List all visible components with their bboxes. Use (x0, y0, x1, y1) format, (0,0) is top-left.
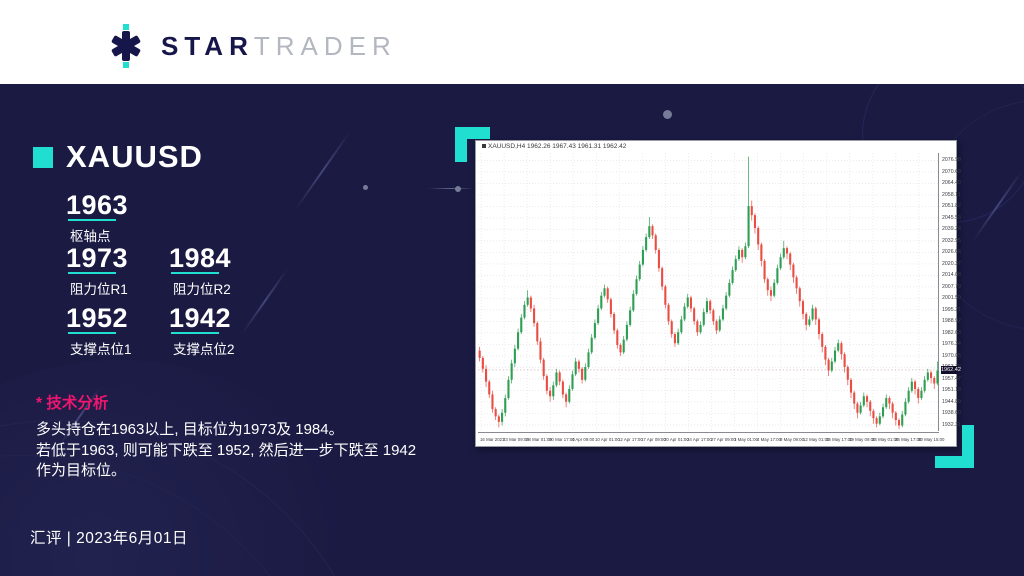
corner-bracket-top-left (455, 127, 490, 162)
corner-bracket-bottom-right (935, 425, 974, 468)
price-tick-label: 1970.05 (942, 353, 961, 359)
time-tick-label: 16 Mar 2023 (480, 437, 505, 442)
price-tick-label: 2007.79 (942, 284, 961, 290)
price-tick-label: 2051.82 (942, 203, 961, 210)
candlestick-plot (478, 153, 939, 431)
time-tick-label: 9 May 09:00 (779, 437, 804, 442)
stat-value: 1973 (66, 243, 129, 273)
stat-value: 1952 (66, 303, 129, 333)
footer-date: 汇评 | 2023年6月01日 (30, 530, 188, 547)
price-tick-label: 2045.53 (942, 215, 961, 221)
chart-ohlc-title: XAUUSD,H4 1962.26 1967.43 1961.31 1962.4… (482, 143, 626, 150)
title-accent-square (33, 146, 53, 168)
stat-value: 1963 (66, 190, 129, 220)
analysis-heading: * 技术分析 (36, 395, 109, 412)
price-tick-label: 2001.50 (942, 295, 961, 302)
time-tick-label: 17 Apr 09:00 (641, 437, 667, 442)
stat-pivot: 1963 枢轴点 (66, 190, 129, 245)
price-tick-label: 1944.89 (942, 399, 961, 405)
brand-wordmark: STARTRADER (161, 24, 397, 68)
analysis-line: 多头持仓在1963以上, 目标位为1973及 1984。 (36, 421, 344, 438)
price-tick-label: 1957.47 (942, 376, 961, 382)
time-tick-label: 30 May 15:00 (917, 437, 945, 442)
time-tick-label: 26 May 17:00 (894, 437, 922, 442)
price-tick-label: 2032.95 (942, 238, 961, 244)
chart-symbol-marker-icon (482, 144, 486, 148)
decor-streak-2 (241, 267, 289, 335)
time-tick-label: 24 May 01:00 (871, 437, 899, 442)
price-tick-label: 2039.24 (942, 226, 961, 233)
page-title: XAUUSD (66, 139, 203, 174)
brand-trader-text: TRADER (253, 31, 397, 61)
stat-underline (171, 332, 219, 334)
candlestick-svg (478, 153, 939, 431)
stat-support-2: 1942 支撑点位2 (169, 303, 235, 358)
stat-label: 阻力位R2 (173, 282, 231, 297)
brand-logo: STARTRADER (103, 22, 397, 70)
price-tick-label: 2070.69 (942, 168, 961, 175)
price-tick-label: 2058.11 (942, 192, 961, 198)
price-tick-label: 1988.92 (942, 318, 961, 325)
time-tick-label: 27 Apr 09:00 (710, 437, 736, 442)
stat-underline (171, 272, 219, 274)
time-tick-label: 4 Apr 09:00 (572, 437, 595, 442)
price-tick-label: 1938.60 (942, 410, 961, 417)
time-axis: 16 Mar 2023 23 Mar 09:00 28 Mar 01:00 30 Ma… (478, 432, 944, 447)
time-tick-label: 20 Apr 01:00 (664, 437, 690, 442)
price-tick-label: 1951.18 (942, 387, 961, 394)
price-tick-label: 2064.40 (942, 180, 961, 187)
stat-underline (68, 219, 116, 221)
price-tick-label: 1976.34 (942, 341, 961, 348)
stat-resistance-r2: 1984 阻力位R2 (169, 243, 232, 298)
time-tick-label: 28 Mar 01:00 (526, 437, 552, 442)
decor-streak-1 (294, 131, 351, 211)
current-price-tag: 1962.42 (941, 365, 961, 374)
stat-label: 阻力位R1 (70, 282, 128, 297)
star-logo-icon (111, 24, 141, 68)
time-tick-label: 30 Mar 17:00 (549, 437, 575, 442)
stat-underline (68, 272, 116, 274)
price-tick-label: 2020.37 (942, 261, 961, 267)
stat-support-1: 1952 支撑点位1 (66, 303, 132, 358)
time-tick-label: 19 May 09:00 (848, 437, 876, 442)
time-tick-label: 23 Mar 09:00 (503, 437, 529, 442)
decor-dot-2 (363, 185, 368, 190)
stat-underline (68, 332, 116, 334)
technical-analysis-block: * 技术分析 多头持仓在1963以上, 目标位为1973及 1984。 若低于1… (36, 391, 416, 482)
stat-label: 支撑点位2 (173, 342, 235, 357)
time-tick-label: 10 Apr 01:00 (595, 437, 621, 442)
time-tick-label: 12 Apr 17:00 (618, 437, 644, 442)
brand-star-text: STAR (161, 31, 254, 61)
price-tick-label: 1995.21 (942, 307, 961, 313)
chart-window: XAUUSD,H4 1962.26 1967.43 1961.31 1962.4… (475, 140, 961, 447)
time-tick-label: 12 May 01:00 (802, 437, 830, 442)
stat-value: 1984 (169, 243, 232, 273)
decor-streak-4 (972, 170, 1023, 242)
analysis-line: 作为目标位。 (36, 462, 127, 479)
stat-label: 枢轴点 (70, 229, 111, 244)
price-tick-label: 1982.63 (942, 330, 961, 336)
stat-label: 支撑点位1 (70, 342, 132, 357)
decor-dot-3 (455, 186, 461, 192)
price-axis: 2076.98 2070.69 2064.40 2058.11 2051.82 2045.… (941, 153, 961, 431)
price-tick-label: 1932.31 (942, 422, 961, 428)
decor-dot-line (428, 188, 474, 189)
price-tick-label: 2026.66 (942, 249, 961, 256)
time-tick-label: 16 May 17:00 (825, 437, 853, 442)
analysis-line: 若低于1963, 则可能下跌至 1952, 然后进一步下跌至 1942 (36, 441, 417, 459)
time-tick-label: 3 May 01:00 (733, 437, 758, 442)
price-tick-label: 2014.08 (942, 272, 961, 279)
decor-dot-1 (663, 110, 672, 119)
stat-value: 1942 (169, 303, 232, 333)
price-tick-label: 2076.98 (942, 157, 961, 164)
stat-resistance-r1: 1973 阻力位R1 (66, 243, 129, 298)
header-bar: STARTRADER (0, 0, 1024, 84)
time-tick-label: 24 Apr 17:00 (687, 437, 713, 442)
symbol-title-row: XAUUSD (33, 139, 203, 175)
time-tick-label: 4 May 17:00 (756, 437, 781, 442)
